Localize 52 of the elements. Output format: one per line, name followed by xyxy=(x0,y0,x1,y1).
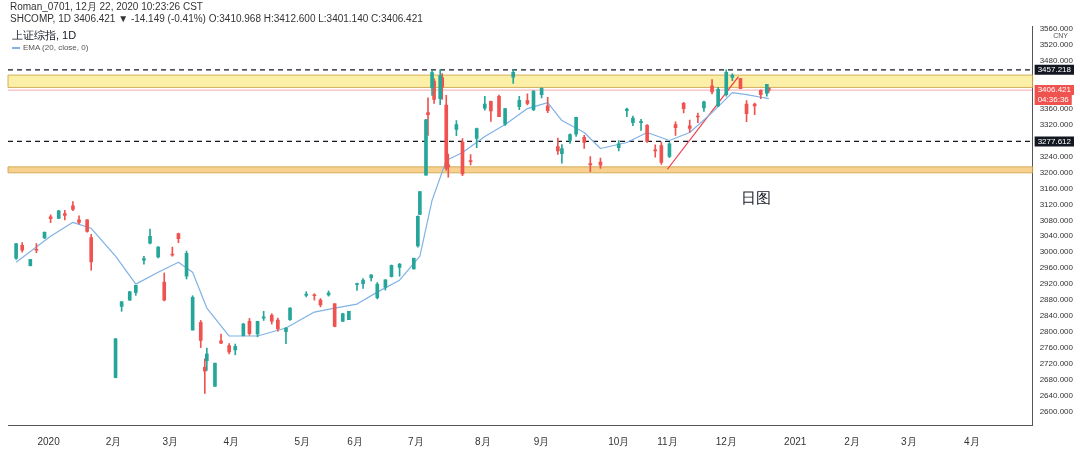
x-tick-label: 8月 xyxy=(475,435,491,447)
candlestick xyxy=(213,362,217,387)
y-tick-label: 3000.000 xyxy=(1039,247,1074,257)
x-tick-label: 11月 xyxy=(657,435,678,447)
x-tick-label: 2月 xyxy=(105,435,122,447)
y-tick-label: 3560.000 xyxy=(1039,24,1074,33)
x-tick-label: 7月 xyxy=(408,435,424,447)
x-tick-label: 9月 xyxy=(533,435,550,447)
y-tick-label: 3160.000 xyxy=(1039,183,1074,193)
y-tick-label: 3040.000 xyxy=(1039,231,1074,241)
x-tick-label: 12月 xyxy=(715,435,737,447)
y-tick-label: 3360.000 xyxy=(1039,103,1074,113)
y-tick-label: 2800.000 xyxy=(1039,327,1074,337)
candlestick xyxy=(28,259,33,267)
y-tick-label: 3240.000 xyxy=(1039,151,1074,161)
x-tick-label: 5月 xyxy=(294,435,310,447)
y-tick-label: 3120.000 xyxy=(1039,199,1074,209)
annotation: 日图 xyxy=(741,189,771,207)
x-tick-label: 3月 xyxy=(162,435,179,447)
legend-label: EMA (20, close, 0) xyxy=(23,43,89,53)
y-tick-label: 2760.000 xyxy=(1039,343,1074,353)
candlestick xyxy=(411,257,416,270)
chart-subtitle: SHCOMP, 1D 3406.421 ▼ -14.149 (-0.41%) O:3410.968 H:3412.600 L:3401.140 C:3406.421 xyxy=(10,12,424,24)
y-tick-label: 3480.000 xyxy=(1039,55,1074,65)
ref-line-label: 3457.218 xyxy=(1037,65,1072,75)
chart-title: 上证综指, 1D xyxy=(12,29,77,42)
ref-line-label: 3406.421 xyxy=(1037,85,1072,95)
x-tick-label: 2021 xyxy=(784,435,807,447)
x-tick-label: 2月 xyxy=(844,435,860,447)
candlestick xyxy=(347,310,351,320)
y-tick-label: 2840.000 xyxy=(1039,311,1074,321)
y-tick-label: 3520.000 xyxy=(1039,39,1074,49)
x-tick-label: 2020 xyxy=(37,435,61,447)
y-tick-label: 3320.000 xyxy=(1039,119,1074,129)
ref-line-label: 3277.612 xyxy=(1037,136,1072,146)
x-tick-label: 4月 xyxy=(963,435,980,447)
y-tick-label: 2600.000 xyxy=(1039,407,1074,417)
x-tick-label: 10月 xyxy=(608,435,630,447)
y-tick-label: 2720.000 xyxy=(1039,359,1074,369)
y-tick-label: 2640.000 xyxy=(1039,391,1074,401)
x-tick-label: 6月 xyxy=(347,435,363,447)
y-tick-label: 3080.000 xyxy=(1039,215,1074,225)
y-tick-label: 2960.000 xyxy=(1039,263,1074,273)
candlestick xyxy=(127,291,132,301)
x-tick-label: 3月 xyxy=(901,435,917,447)
text: 04:36:36 xyxy=(1037,95,1070,105)
y-tick-label: 3200.000 xyxy=(1039,167,1074,177)
y-tick-label: 2680.000 xyxy=(1039,375,1074,385)
y-tick-label: 2880.000 xyxy=(1039,295,1074,305)
text: Roman_0701, 12月 22, 2020 10:23:26 CST xyxy=(10,0,203,12)
y-tick-label: 2920.000 xyxy=(1039,279,1074,289)
x-tick-label: 4月 xyxy=(223,435,239,447)
